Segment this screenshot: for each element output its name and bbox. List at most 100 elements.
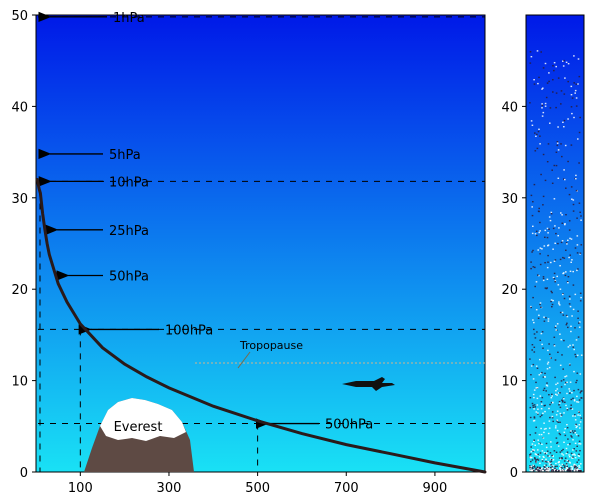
air-particle [531,232,534,235]
air-particle [568,193,571,196]
air-particle [560,470,562,472]
air-particle [547,455,549,457]
air-particle [554,427,557,429]
air-particle [565,249,567,251]
air-particle [578,424,581,426]
air-particle [543,431,545,434]
air-particle [532,470,535,472]
air-particle [541,443,543,445]
air-particle [579,116,581,119]
air-particle [574,89,577,92]
air-particle [548,427,551,429]
air-particle [576,379,578,382]
air-particle [555,106,557,109]
air-particle [543,316,545,318]
air-particle [544,410,546,413]
air-particle [531,124,534,126]
air-particle [548,420,551,422]
y-tick-label: 30 [11,192,28,207]
air-particle [569,305,572,308]
air-particle [546,363,549,365]
air-particle [578,453,580,455]
air-particle [555,390,557,392]
right-axis-ticks: 0 10 20 30 40 [501,100,526,481]
air-particle [540,173,542,176]
air-particle [572,346,575,348]
air-particle [576,269,578,272]
air-particle [565,214,567,216]
air-particle [547,244,550,246]
air-particle [536,387,539,389]
air-particle [554,326,557,329]
air-particle [536,331,538,333]
air-particle [564,457,567,459]
air-particle [552,65,554,67]
air-particle [575,97,578,99]
air-particle [548,464,551,466]
air-particle [557,177,560,179]
air-particle [534,432,537,434]
air-particle [559,364,562,366]
air-particle [568,220,571,222]
air-particle [538,274,540,277]
air-particle [532,464,534,466]
air-particle [563,93,566,95]
air-particle [530,365,533,367]
air-particle [545,390,547,392]
air-particle [536,234,538,237]
air-particle [561,222,564,224]
air-particle [565,314,568,317]
air-particle [546,278,549,280]
air-particle [556,141,559,143]
air-particle [548,72,550,74]
air-particle [560,465,562,467]
air-particle [558,304,561,306]
air-particle [559,402,561,404]
air-particle [555,329,557,331]
air-particle [577,435,580,437]
air-particle [548,343,550,345]
air-particle [577,459,580,461]
air-particle [580,215,582,217]
right-y-tick-label: 20 [501,283,518,298]
air-particle [539,468,542,471]
air-particle [577,388,580,391]
x-tick-label: 300 [157,481,182,496]
air-particle [541,403,543,405]
air-particle [538,76,540,79]
air-particle [566,392,568,395]
air-particle [532,296,534,299]
air-particle [569,364,571,366]
air-particle [539,247,542,249]
air-particle [564,274,567,277]
air-particle [537,413,539,415]
air-particle [579,392,582,394]
air-particle [543,428,546,430]
air-particle [561,468,564,470]
air-particle [576,217,578,219]
air-particle [555,92,558,94]
air-particle [530,120,533,122]
air-particle [529,453,532,455]
air-particle [531,251,533,253]
air-particle [539,302,542,304]
air-particle [580,397,583,399]
air-particle [561,240,564,242]
air-particle [537,459,540,461]
air-particle [565,187,567,189]
air-particle [575,465,577,468]
air-particle [535,365,538,367]
air-particle [556,420,558,422]
air-particle [552,91,554,93]
air-particle [538,207,540,210]
air-particle [560,143,562,145]
air-particle [581,390,583,392]
air-particle [561,453,563,455]
air-particle [563,466,566,469]
air-particle [542,470,545,472]
pressure-level-10hpa: 10hPa [38,175,485,190]
air-particle [537,412,539,414]
air-particle [558,301,560,303]
air-particle [545,469,547,471]
air-particle [542,67,545,69]
